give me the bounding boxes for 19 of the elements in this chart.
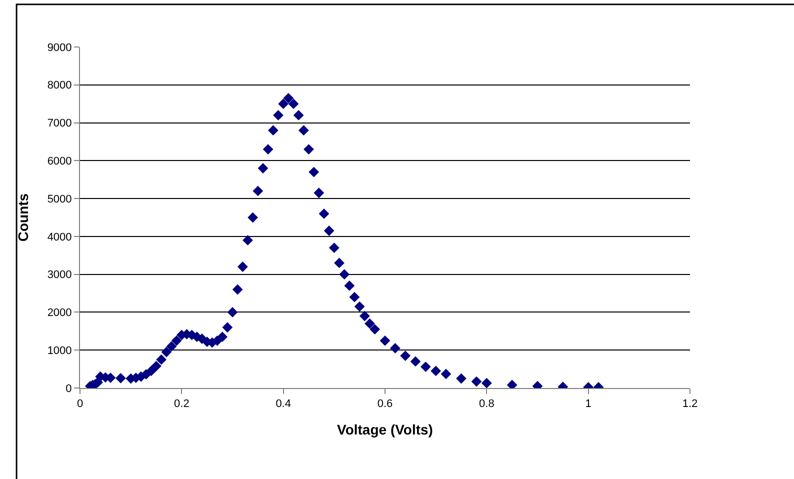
y-tick-label: 9000 xyxy=(47,42,72,54)
x-tick-label: 0.8 xyxy=(479,398,494,410)
y-tick-label: 0 xyxy=(66,382,72,395)
y-tick-label: 6000 xyxy=(47,156,72,168)
x-tick-label: 1 xyxy=(585,398,592,410)
y-tick-label: 8000 xyxy=(47,80,72,92)
y-tick-label: 7000 xyxy=(47,118,72,130)
y-tick-label: 4000 xyxy=(47,231,72,244)
y-tick-label: 5000 xyxy=(47,193,72,206)
y-tick-label: 3000 xyxy=(47,269,72,282)
y-axis-title: Counts xyxy=(14,193,31,242)
x-tick-label: 0.6 xyxy=(377,398,393,410)
x-tick-label: 0 xyxy=(76,398,84,410)
x-tick-label: 1.2 xyxy=(682,398,698,410)
x-axis-title: Voltage (Volts) xyxy=(337,422,433,438)
y-tick-label: 1000 xyxy=(47,344,72,357)
y-tick-label: 2000 xyxy=(47,307,72,320)
x-tick-label: 0.2 xyxy=(174,398,190,410)
x-tick-label: 0.4 xyxy=(276,398,291,410)
